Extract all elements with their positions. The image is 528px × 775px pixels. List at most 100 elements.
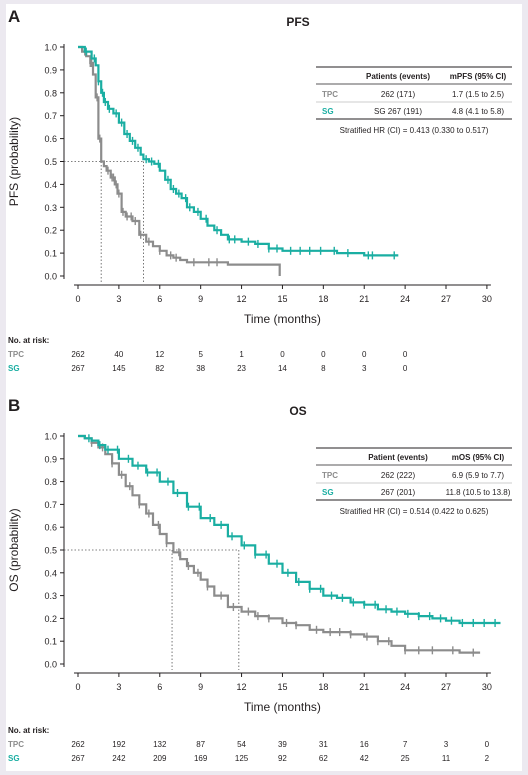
y-tick-label: 1.0: [44, 43, 57, 53]
x-tick-label: 18: [318, 294, 328, 304]
at-risk-value: 0: [403, 350, 408, 359]
x-tick-label: 6: [157, 682, 162, 692]
at-risk-value: 0: [362, 350, 367, 359]
at-risk-value: 0: [403, 364, 408, 373]
y-tick-label: 0.7: [44, 111, 57, 121]
y-tick-label: 0.1: [44, 249, 57, 259]
at-risk-value: 0: [280, 350, 285, 359]
y-tick-label: 0.4: [44, 568, 57, 578]
legend-median: 4.8 (4.1 to 5.8): [452, 107, 504, 116]
x-tick-label: 27: [441, 682, 451, 692]
hazard-ratio: Stratified HR (CI) = 0.514 (0.422 to 0.6…: [340, 507, 489, 516]
at-risk-value: 3: [362, 364, 367, 373]
x-tick-label: 24: [400, 294, 410, 304]
y-tick-label: 0.5: [44, 157, 57, 167]
legend-group-label: SG: [322, 488, 334, 497]
at-risk-value: 39: [278, 740, 287, 749]
legend-median: 1.7 (1.5 to 2.5): [452, 90, 504, 99]
x-tick-label: 30: [482, 294, 492, 304]
x-tick-label: 9: [198, 682, 203, 692]
at-risk-value: 2: [485, 754, 490, 763]
legend-events: 267 (201): [381, 488, 416, 497]
y-tick-label: 0.3: [44, 591, 57, 601]
at-risk-value: 11: [442, 754, 451, 763]
x-tick-label: 0: [75, 294, 80, 304]
at-risk-value: 8: [321, 364, 326, 373]
panel-b: B OS 0.0 0.1 0.2 0.3 0.4 0.5 0.6 0.7 0.8 0.9 1.0 OS (…: [7, 396, 512, 763]
y-tick-label: 0.3: [44, 203, 57, 213]
at-risk-value: 16: [360, 740, 369, 749]
panel-letter: B: [8, 396, 20, 415]
at-risk-value: 192: [112, 740, 126, 749]
legend-median: 11.8 (10.5 to 13.8): [446, 488, 511, 497]
y-tick-label: 0.7: [44, 500, 57, 510]
hazard-ratio: Stratified HR (CI) = 0.413 (0.330 to 0.5…: [340, 126, 489, 135]
at-risk-value: 7: [403, 740, 408, 749]
km-curve-tpc: [78, 434, 481, 654]
at-risk-value: 209: [153, 754, 167, 763]
at-risk-title: No. at risk:: [8, 726, 49, 735]
at-risk-group: SG: [8, 754, 20, 763]
x-tick-label: 21: [359, 294, 369, 304]
y-tick-label: 0.0: [44, 660, 57, 670]
figure-frame: [6, 4, 522, 771]
at-risk-value: 242: [112, 754, 126, 763]
at-risk-value: 5: [198, 350, 203, 359]
y-axis-label: OS (probability): [7, 508, 21, 591]
at-risk-group: TPC: [8, 740, 24, 749]
at-risk-value: 169: [194, 754, 208, 763]
x-tick-label: 15: [277, 682, 287, 692]
y-tick-label: 0.8: [44, 88, 57, 98]
at-risk-value: 25: [401, 754, 410, 763]
y-axis-label: PFS (probability): [7, 117, 21, 206]
at-risk-value: 267: [71, 754, 85, 763]
y-tick-label: 0.4: [44, 180, 57, 190]
panel-a: A PFS 0.0 0.1 0.2 0.3 0.4 0.5 0.6 0.7 0.8 0.9 1.0 PFS…: [7, 7, 512, 373]
at-risk-value: 1: [239, 350, 244, 359]
at-risk-value: 82: [155, 364, 164, 373]
at-risk-value: 267: [71, 364, 85, 373]
at-risk-value: 54: [237, 740, 246, 749]
panel-letter: A: [8, 7, 20, 26]
at-risk-value: 262: [71, 350, 85, 359]
chart-title: OS: [289, 404, 306, 418]
at-risk-value: 0: [485, 740, 490, 749]
chart-title: PFS: [286, 15, 309, 29]
x-tick-label: 24: [400, 682, 410, 692]
x-axis-label: Time (months): [244, 700, 321, 714]
x-tick-label: 12: [237, 294, 247, 304]
km-curve-tpc: [78, 45, 281, 276]
at-risk-value: 38: [196, 364, 205, 373]
y-tick-label: 1.0: [44, 432, 57, 442]
legend-table-header: mPFS (95% CI): [450, 72, 507, 81]
x-tick-label: 18: [318, 682, 328, 692]
x-tick-label: 15: [277, 294, 287, 304]
legend-events: SG 267 (191): [374, 107, 422, 116]
x-tick-label: 0: [75, 682, 80, 692]
y-tick-label: 0.2: [44, 614, 57, 624]
at-risk-value: 40: [114, 350, 123, 359]
x-axis-label: Time (months): [244, 312, 321, 326]
at-risk-group: SG: [8, 364, 20, 373]
y-tick-label: 0.8: [44, 477, 57, 487]
legend-group-label: SG: [322, 107, 334, 116]
legend-group-label: TPC: [322, 90, 338, 99]
y-tick-label: 0.1: [44, 637, 57, 647]
at-risk-value: 145: [112, 364, 126, 373]
legend-table-header: mOS (95% CI): [452, 453, 505, 462]
y-tick-label: 0.5: [44, 546, 57, 556]
x-tick-label: 30: [482, 682, 492, 692]
at-risk-value: 3: [444, 740, 449, 749]
legend-median: 6.9 (5.9 to 7.7): [452, 471, 504, 480]
y-tick-label: 0.9: [44, 454, 57, 464]
y-tick-label: 0.6: [44, 523, 57, 533]
legend-group-label: TPC: [322, 471, 338, 480]
at-risk-value: 31: [319, 740, 328, 749]
at-risk-title: No. at risk:: [8, 336, 49, 345]
at-risk-value: 87: [196, 740, 205, 749]
x-tick-label: 3: [116, 294, 121, 304]
x-tick-label: 3: [116, 682, 121, 692]
x-tick-label: 21: [359, 682, 369, 692]
at-risk-value: 92: [278, 754, 287, 763]
